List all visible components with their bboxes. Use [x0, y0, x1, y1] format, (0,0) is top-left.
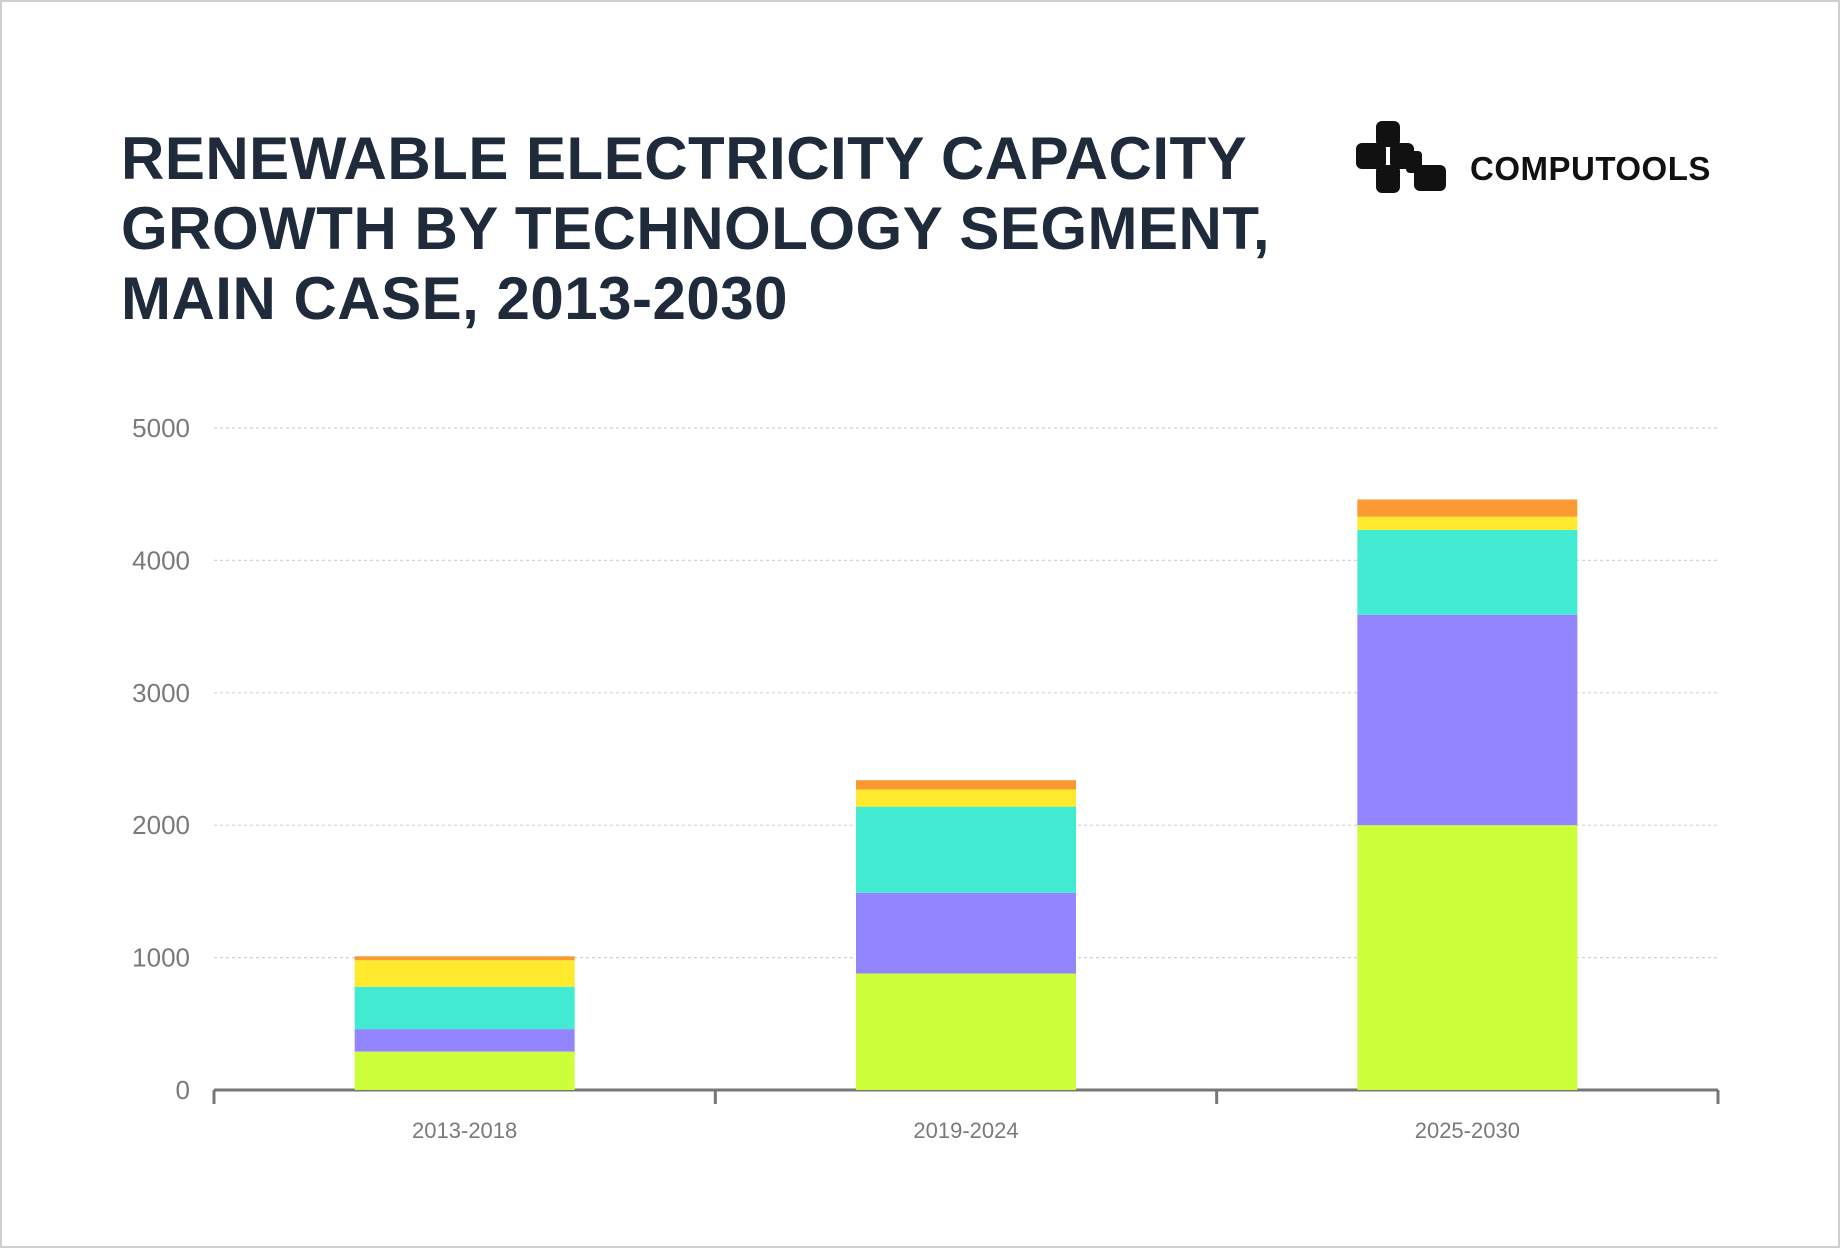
- bar-segment: [856, 806, 1076, 893]
- bar-segment: [856, 892, 1076, 974]
- chart-title: RENEWABLE ELECTRICITY CAPACITY GROWTH BY…: [121, 125, 1271, 332]
- y-tick-label: 2000: [132, 810, 190, 840]
- bar-segment: [856, 973, 1076, 1090]
- y-tick-label: 4000: [132, 545, 190, 575]
- bar-segment: [354, 956, 575, 961]
- bar-segment: [354, 1051, 575, 1090]
- bar-segment: [1357, 529, 1578, 615]
- bar-segment: [354, 1029, 575, 1052]
- bar-segment: [354, 986, 575, 1030]
- y-tick-label: 0: [176, 1075, 190, 1105]
- bar-segment: [1357, 614, 1578, 826]
- y-tick-label: 3000: [132, 678, 190, 708]
- bar-segment: [1357, 499, 1578, 517]
- x-tick-label: 2019-2024: [913, 1118, 1018, 1143]
- bar-segment: [856, 780, 1076, 790]
- bar-segment: [1357, 825, 1578, 1090]
- computools-logo-icon: [1356, 121, 1448, 195]
- bar-segment: [354, 960, 575, 987]
- x-tick-label: 2025-2030: [1415, 1118, 1520, 1143]
- bar-segment: [1357, 516, 1578, 530]
- x-tick-label: 2013-2018: [412, 1118, 517, 1143]
- bar-segment: [856, 789, 1076, 807]
- y-tick-label: 1000: [132, 943, 190, 973]
- y-tick-label: 5000: [132, 413, 190, 443]
- brand: COMPUTOOLS: [1356, 118, 1711, 198]
- brand-name: COMPUTOOLS: [1470, 150, 1711, 187]
